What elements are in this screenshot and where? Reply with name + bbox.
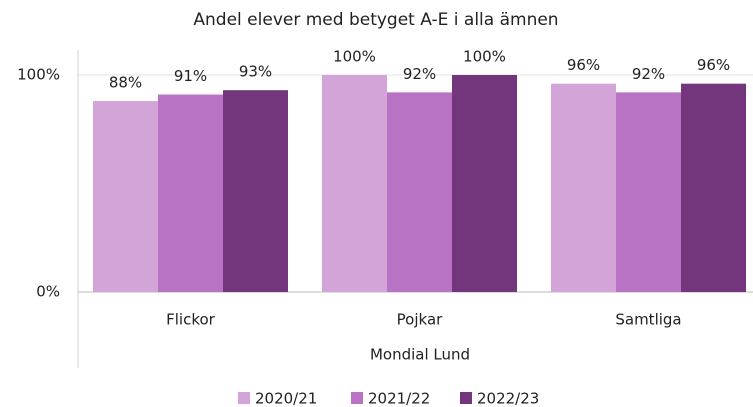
bar [452,75,517,292]
bar [551,83,616,293]
legend-label: 2022/23 [477,390,539,407]
legend-swatch [351,392,363,404]
data-label: 100% [333,48,376,66]
chart-title: Andel elever med betyget A-E i alla ämne… [193,10,558,30]
y-tick-label: 0% [36,283,60,301]
data-label: 96% [567,56,600,74]
x-axis-label: Mondial Lund [370,346,470,364]
data-label: 91% [174,67,207,85]
bar [158,94,223,292]
bar [616,92,681,292]
bar [223,90,288,292]
data-label: 92% [632,65,665,83]
bar [322,75,387,292]
x-tick-label: Samtliga [615,311,681,329]
x-tick-label: Flickor [166,311,216,329]
y-tick-label: 100% [17,66,60,84]
data-label: 92% [403,65,436,83]
bar [681,83,746,293]
data-label: 100% [463,48,506,66]
data-label: 88% [109,74,142,92]
legend-swatch [460,392,472,404]
legend-label: 2021/22 [368,390,430,407]
legend-label: 2020/21 [255,390,317,407]
data-label: 96% [697,56,730,74]
bar [93,101,158,292]
bar [387,92,452,292]
x-tick-label: Pojkar [397,311,443,329]
legend-swatch [238,392,250,404]
data-label: 93% [239,63,272,81]
